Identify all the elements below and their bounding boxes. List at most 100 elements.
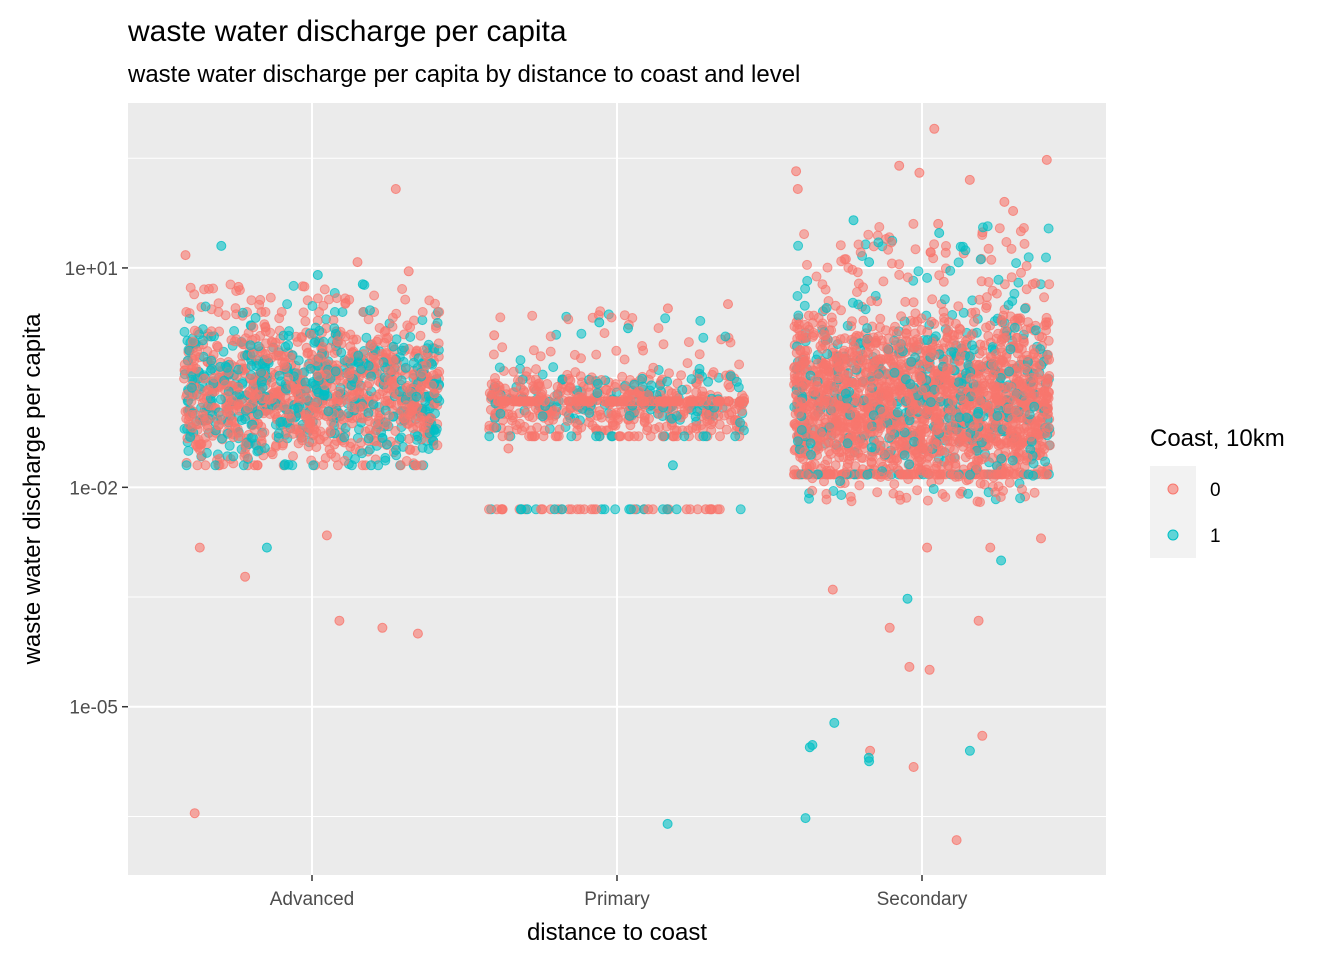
tail-point [591,349,602,360]
cluster-point [181,307,192,317]
cluster-point [323,406,334,417]
cluster-point [985,320,996,331]
band-point [615,431,626,442]
data-point-series-1 [800,813,811,824]
cluster-point [977,346,988,356]
cluster-point [206,326,217,337]
tail-point [986,254,997,265]
cluster-point [405,444,416,455]
cluster-point [981,303,992,313]
chart-title: waste water discharge per capita [127,15,567,48]
data-point-series-0 [189,808,200,819]
cluster-point [365,341,376,352]
tail-point [200,301,211,312]
data-point-series-0 [933,218,944,229]
cluster-point [400,415,410,426]
cluster-point [552,381,563,392]
tail-point [889,479,900,490]
cluster-point [273,428,284,439]
tail-point [1015,493,1026,504]
cluster-point [317,342,328,352]
tail-point [934,270,945,281]
cluster-point [1010,389,1021,400]
cluster-point [197,324,208,335]
cluster-point [864,381,875,392]
cluster-point [1004,366,1015,377]
cluster-point [1005,426,1016,437]
cluster-point [879,448,890,459]
band-point [566,431,577,442]
cluster-point [846,316,857,327]
cluster-point [363,415,374,426]
cluster-point [1021,421,1032,432]
cluster-point [803,310,814,321]
cluster-point [329,323,340,334]
cluster-point [304,423,315,434]
cluster-point [1037,332,1048,343]
cluster-point [992,394,1003,405]
cluster-point [383,366,394,377]
cluster-point [260,307,271,317]
cluster-point [280,341,291,352]
data-point-series-1 [902,593,913,604]
cluster-point [186,382,197,393]
tail-point [331,293,342,304]
cluster-point [662,376,673,387]
cluster-point [534,381,545,392]
cluster-point [374,323,385,333]
data-point-series-1 [623,323,633,334]
cluster-point [942,363,953,374]
cluster-point [507,410,518,421]
tail-point [835,240,846,251]
data-point-series-0 [1036,533,1046,544]
cluster-point [889,455,899,466]
cluster-point [922,335,933,345]
cluster-point [890,321,900,332]
cluster-point [794,324,805,335]
tail-point [862,469,873,480]
cluster-point [363,433,374,444]
band-point [654,396,665,407]
cluster-point [1040,456,1051,467]
tail-point [1041,252,1051,263]
cluster-point [212,342,223,353]
cluster-point [190,409,201,420]
cluster-point [344,370,355,381]
cluster-point [811,380,822,391]
data-point-series-0 [643,504,654,515]
tail-point [595,306,606,317]
cluster-point [875,313,886,324]
tail-point [1006,243,1017,254]
dense-point-clusters [179,218,1055,515]
cluster-point [827,317,838,328]
tail-point [811,271,822,282]
cluster-point [263,353,274,364]
tail-point [638,345,649,356]
tail-point [863,229,874,240]
cluster-point [346,438,357,449]
cluster-point [820,359,830,370]
cluster-point [975,395,986,406]
cluster-point [634,386,645,397]
band-point [497,431,508,442]
cluster-point [807,416,818,427]
cluster-point [336,347,347,358]
x-tick-label: Secondary [877,889,968,910]
cluster-point [421,360,432,371]
cluster-point [848,340,859,351]
cluster-point [1007,455,1018,466]
cluster-point [283,330,294,341]
band-point [671,504,682,515]
cluster-point [229,326,240,336]
cluster-point [191,363,202,374]
cluster-point [408,357,419,368]
cluster-point [277,416,288,427]
tail-point [397,284,408,294]
cluster-point [908,297,919,308]
cluster-point [805,438,816,449]
tail-point [683,337,694,348]
cluster-point [247,349,258,360]
cluster-point [293,438,304,449]
cluster-point [916,313,927,324]
tail-point [802,259,812,270]
